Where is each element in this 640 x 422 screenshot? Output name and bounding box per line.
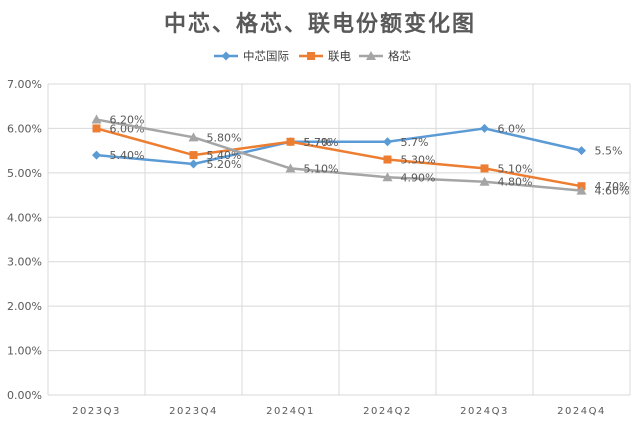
y-tick-label: 3.00% bbox=[7, 256, 42, 269]
x-tick-label: 2024Q1 bbox=[266, 406, 315, 417]
data-point bbox=[480, 164, 489, 173]
series-line bbox=[96, 127, 582, 188]
legend-marker bbox=[307, 52, 315, 60]
data-label: 5.10% bbox=[498, 162, 533, 175]
legend-marker bbox=[221, 51, 231, 61]
data-label: 5.70% bbox=[304, 136, 339, 149]
data-point bbox=[285, 163, 296, 173]
data-label: 5.40% bbox=[207, 149, 242, 162]
y-tick-label: 2.00% bbox=[7, 300, 42, 313]
y-tick-label: 4.00% bbox=[7, 211, 42, 224]
x-tick-label: 2024Q3 bbox=[460, 406, 509, 417]
legend-label: 格芯 bbox=[388, 49, 411, 63]
legend-label: 中芯国际 bbox=[243, 49, 289, 63]
data-label: 4.60% bbox=[595, 185, 630, 198]
data-label: 6.20% bbox=[110, 114, 145, 127]
data-label: 6.0% bbox=[498, 122, 526, 135]
data-label: 5.80% bbox=[207, 131, 242, 144]
data-point bbox=[91, 114, 102, 124]
data-label: 4.70% bbox=[595, 180, 630, 193]
y-tick-label: 5.00% bbox=[7, 167, 42, 180]
x-tick-label: 2024Q2 bbox=[363, 406, 412, 417]
y-tick-label: 6.00% bbox=[7, 122, 42, 135]
legend-label: 联电 bbox=[328, 49, 351, 63]
data-point bbox=[286, 137, 295, 146]
data-point bbox=[383, 155, 392, 164]
data-point bbox=[576, 185, 587, 195]
data-label: 4.80% bbox=[498, 176, 533, 189]
y-tick-label: 7.00% bbox=[7, 78, 42, 91]
x-tick-label: 2023Q3 bbox=[72, 406, 121, 417]
data-label: 5.10% bbox=[304, 162, 339, 175]
y-tick-label: 1.00% bbox=[7, 345, 42, 358]
y-tick-label: 0.00% bbox=[7, 389, 42, 402]
series-line bbox=[96, 127, 582, 166]
series-line bbox=[96, 118, 582, 192]
data-label: 5.5% bbox=[595, 145, 623, 158]
data-point bbox=[479, 176, 490, 186]
data-label: 5.40% bbox=[110, 149, 145, 162]
x-tick-label: 2024Q4 bbox=[557, 406, 606, 417]
data-point bbox=[92, 150, 101, 160]
data-label: 5.30% bbox=[401, 154, 436, 167]
legend-marker bbox=[366, 51, 376, 60]
data-point bbox=[92, 124, 101, 133]
data-point bbox=[189, 151, 198, 160]
data-point bbox=[383, 137, 392, 147]
data-point bbox=[382, 172, 393, 182]
data-point bbox=[577, 146, 586, 156]
x-tick-label: 2023Q4 bbox=[169, 406, 218, 417]
data-point bbox=[188, 132, 199, 142]
data-label: 5.7% bbox=[401, 136, 429, 149]
data-point bbox=[189, 159, 198, 169]
chart-title: 中芯、格芯、联电份额变化图 bbox=[163, 12, 476, 37]
data-point bbox=[480, 123, 489, 133]
data-label: 5.20% bbox=[207, 158, 242, 171]
data-label: 4.90% bbox=[401, 171, 436, 184]
